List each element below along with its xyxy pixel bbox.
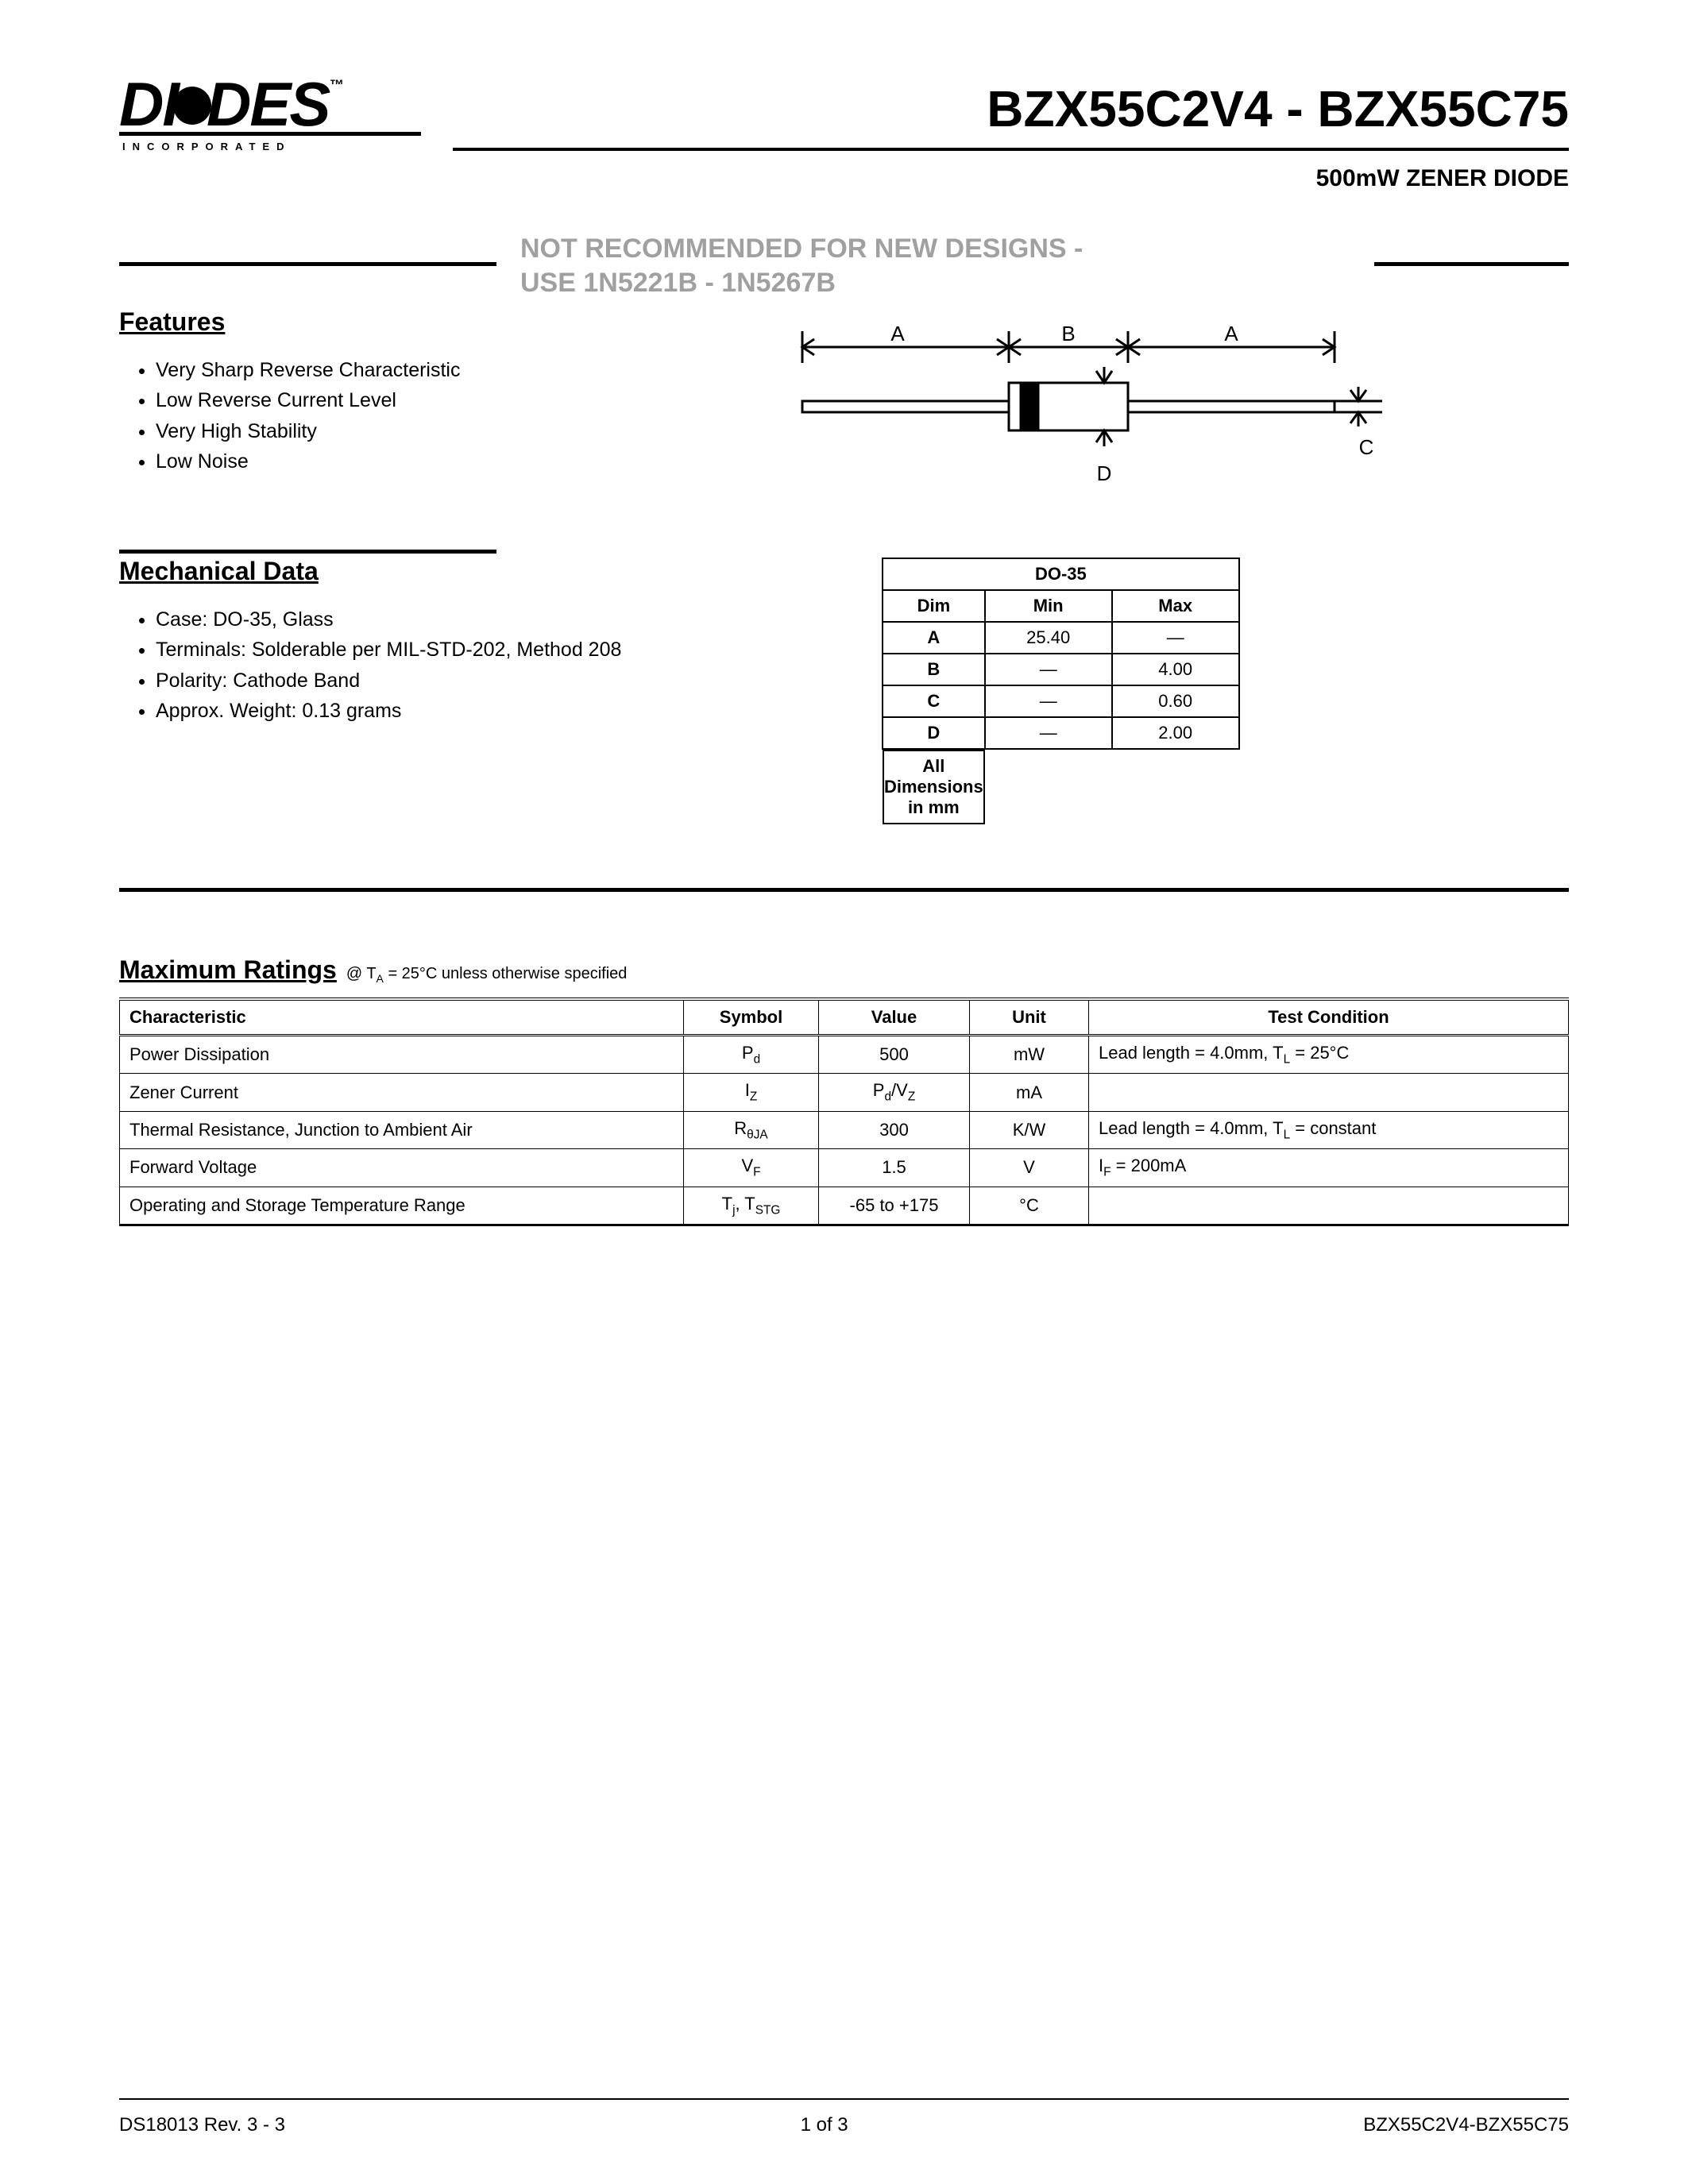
features-heading: Features: [119, 307, 723, 337]
features-column: Features Very Sharp Reverse Characterist…: [119, 307, 723, 510]
diagram-label-a2: A: [1224, 322, 1238, 345]
company-logo: DIDES™ INCORPORATED: [119, 79, 421, 152]
ratings-row: Power DissipationPd500mWLead length = 4.…: [120, 1036, 1569, 1074]
ratings-row: Thermal Resistance, Junction to Ambient …: [120, 1111, 1569, 1148]
feature-item: Low Reverse Current Level: [156, 386, 723, 415]
ratings-note: @ TA = 25°C unless otherwise specified: [346, 965, 628, 985]
dim-table-title: DO-35: [883, 558, 1239, 590]
dimension-table: DO-35 Dim Min Max A 25.40 — B — 4.00 C —…: [882, 558, 1240, 824]
features-diagram-row: Features Very Sharp Reverse Characterist…: [119, 307, 1569, 510]
footer-page-number: 1 of 3: [801, 2114, 848, 2136]
mechanical-heading: Mechanical Data: [119, 557, 723, 586]
footer-doc-id: DS18013 Rev. 3 - 3: [119, 2114, 285, 2136]
ratings-row: Forward VoltageVF1.5VIF = 200mA: [120, 1149, 1569, 1187]
mechanical-item: Approx. Weight: 0.13 grams: [156, 696, 723, 725]
ratings-row: Zener CurrentIZPd/VZmA: [120, 1074, 1569, 1111]
title-block: BZX55C2V4 - BZX55C75 500mW ZENER DIODE: [453, 79, 1569, 192]
notice-row: NOT RECOMMENDED FOR NEW DESIGNS - USE 1N…: [119, 232, 1569, 299]
mechanical-column: Mechanical Data Case: DO-35, Glass Termi…: [119, 550, 723, 824]
feature-item: Very High Stability: [156, 417, 723, 446]
page-footer: DS18013 Rev. 3 - 3 1 of 3 BZX55C2V4-BZX5…: [119, 2098, 1569, 2136]
dim-table-column: DO-35 Dim Min Max A 25.40 — B — 4.00 C —…: [755, 550, 1569, 824]
dim-row: A 25.40 —: [883, 622, 1239, 654]
diagram-label-b: B: [1061, 322, 1075, 345]
dim-row: C — 0.60: [883, 685, 1239, 717]
footer-part-range: BZX55C2V4-BZX55C75: [1363, 2114, 1569, 2136]
part-number-title: BZX55C2V4 - BZX55C75: [453, 79, 1569, 138]
dim-header-dim: Dim: [883, 590, 985, 622]
ratings-heading-row: Maximum Ratings @ TA = 25°C unless other…: [119, 955, 1569, 985]
mechanical-item: Polarity: Cathode Band: [156, 666, 723, 695]
features-list: Very Sharp Reverse Characteristic Low Re…: [119, 356, 723, 476]
notice-line-1: NOT RECOMMENDED FOR NEW DESIGNS -: [520, 233, 1083, 264]
dim-header-max: Max: [1112, 590, 1239, 622]
feature-item: Low Noise: [156, 447, 723, 476]
ratings-header-tc: Test Condition: [1089, 999, 1569, 1036]
ratings-table: Characteristic Symbol Value Unit Test Co…: [119, 997, 1569, 1226]
document-header: DIDES™ INCORPORATED BZX55C2V4 - BZX55C75…: [119, 79, 1569, 192]
diagram-label-a: A: [890, 322, 905, 345]
feature-item: Very Sharp Reverse Characteristic: [156, 356, 723, 384]
ratings-header-sym: Symbol: [684, 999, 819, 1036]
package-diagram: A B A: [755, 307, 1406, 506]
ratings-heading: Maximum Ratings: [119, 955, 337, 985]
title-rule: [453, 148, 1569, 151]
deprecation-notice: NOT RECOMMENDED FOR NEW DESIGNS - USE 1N…: [496, 232, 1374, 299]
mechanical-row: Mechanical Data Case: DO-35, Glass Termi…: [119, 550, 1569, 824]
diagram-label-d: D: [1097, 461, 1112, 485]
ratings-header-val: Value: [819, 999, 970, 1036]
mechanical-item: Terminals: Solderable per MIL-STD-202, M…: [156, 635, 723, 664]
ratings-row: Operating and Storage Temperature RangeT…: [120, 1187, 1569, 1225]
dim-table-footer: All Dimensions in mm: [883, 750, 985, 824]
ratings-header-char: Characteristic: [120, 999, 684, 1036]
logo-wordmark: DIDES™: [119, 79, 421, 129]
ratings-header-unit: Unit: [970, 999, 1089, 1036]
mechanical-list: Case: DO-35, Glass Terminals: Solderable…: [119, 605, 723, 725]
notice-line-2: USE 1N5221B - 1N5267B: [520, 268, 836, 298]
dim-row: D — 2.00: [883, 717, 1239, 749]
product-subtitle: 500mW ZENER DIODE: [453, 165, 1569, 192]
mechanical-item: Case: DO-35, Glass: [156, 605, 723, 634]
diagram-column: A B A: [755, 307, 1569, 510]
diagram-label-c: C: [1359, 435, 1374, 459]
dim-header-min: Min: [985, 590, 1112, 622]
logo-subtext: INCORPORATED: [122, 141, 421, 152]
dim-row: B — 4.00: [883, 654, 1239, 685]
